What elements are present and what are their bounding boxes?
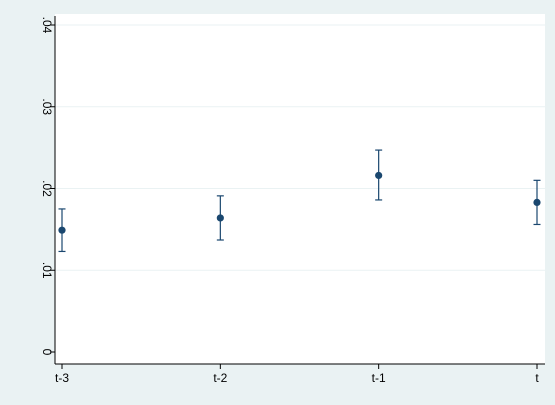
estimate-t-2 [216,195,224,241]
point-marker [216,214,224,222]
point-marker [375,171,383,180]
y-tick-label: .04 [40,17,54,34]
y-tick-label: .02 [40,180,54,197]
y-tick-label: 0 [40,349,54,356]
x-tick-label: t-2 [213,371,227,385]
axes-layer [54,16,545,365]
ticks-layer: 0 .01 .02 .03 .04 t-3 t-2 t-1 t [40,17,539,385]
point-marker [58,226,66,234]
estimate-t-1 [375,149,383,201]
grid-layer [55,24,545,271]
x-tick-label: t-1 [372,371,386,385]
x-tick-label: t [535,371,539,385]
y-tick-label: .01 [40,262,54,279]
point-marker [533,198,541,206]
marks-layer [58,149,541,253]
estimate-t [533,179,541,226]
y-tick-label: .03 [40,98,54,115]
x-tick-label: t-3 [55,371,69,385]
estimate-t-3 [58,208,66,253]
